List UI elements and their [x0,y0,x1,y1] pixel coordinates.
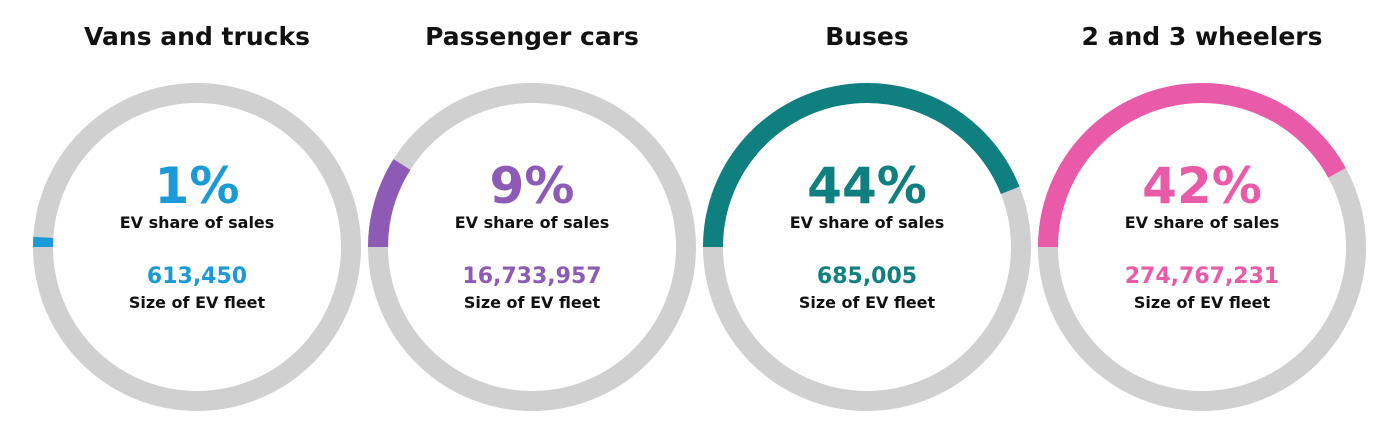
panel-title: Vans and trucks [84,22,310,51]
donut-ring [33,83,361,411]
donut-track [33,83,361,411]
donut-share-arc [1038,83,1346,248]
ev-fleet-label: Size of EV fleet [1133,293,1271,312]
ev-fleet-label: Size of EV fleet [798,293,936,312]
donut-panel-2-and-3-wheelers: 2 and 3 wheelers 42% EV share of sales 2… [1037,0,1367,426]
panel-title: 2 and 3 wheelers [1081,22,1323,51]
ev-fleet-size: 685,005 [816,264,918,289]
ev-fleet-label: Size of EV fleet [128,293,266,312]
ev-share-percent: 42% [1142,157,1262,215]
donut-ring [368,83,696,411]
ev-fleet-size: 274,767,231 [1124,264,1280,289]
ev-share-percent: 1% [154,157,240,215]
donut-panel-passenger-cars: Passenger cars 9% EV share of sales 16,7… [367,0,697,426]
ev-fleet-size: 613,450 [146,264,248,289]
panel-title: Buses [825,22,909,51]
donut-share-arc [703,83,1020,248]
donut-ring [703,83,1031,411]
ev-share-label: EV share of sales [1124,213,1280,232]
donut-panel-vans-and-trucks: Vans and trucks 1% EV share of sales 613… [32,0,362,426]
ev-share-label: EV share of sales [119,213,275,232]
panel-title: Passenger cars [425,22,639,51]
ev-fleet-label: Size of EV fleet [463,293,601,312]
ev-share-percent: 44% [807,157,927,215]
ev-share-label: EV share of sales [789,213,945,232]
ev-fleet-size: 16,733,957 [462,264,602,289]
ev-share-percent: 9% [489,157,575,215]
donut-panel-buses: Buses 44% EV share of sales 685,005 Size… [702,0,1032,426]
donut-share-arc [368,159,411,248]
donut-track [368,83,696,411]
ev-share-label: EV share of sales [454,213,610,232]
donut-ring [1038,83,1366,411]
